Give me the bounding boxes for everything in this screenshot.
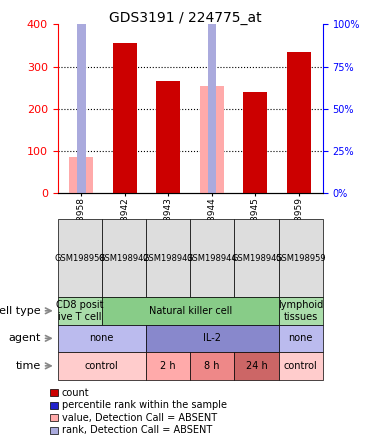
Bar	[243, 92, 267, 193]
Text: GSM198944: GSM198944	[187, 254, 237, 263]
Text: Natural killer cell: Natural killer cell	[148, 306, 232, 316]
Bar	[279, 325, 323, 352]
Bar	[200, 86, 224, 193]
Text: 8 h: 8 h	[204, 361, 220, 371]
Text: GSM198943: GSM198943	[143, 254, 193, 263]
Text: control: control	[85, 361, 119, 371]
Bar	[58, 219, 102, 297]
Text: none: none	[289, 333, 313, 343]
Text: lymphoid
tissues: lymphoid tissues	[278, 300, 323, 321]
Bar	[69, 157, 93, 193]
Text: GSM198959: GSM198959	[275, 254, 326, 263]
Bar	[50, 389, 58, 396]
Text: GSM198945: GSM198945	[231, 254, 282, 263]
Text: value, Detection Call = ABSENT: value, Detection Call = ABSENT	[62, 413, 217, 423]
Text: percentile rank within the sample: percentile rank within the sample	[62, 400, 227, 410]
Bar	[102, 219, 146, 297]
Bar	[279, 352, 323, 380]
Bar	[190, 352, 234, 380]
Text: control: control	[284, 361, 318, 371]
Bar	[58, 325, 146, 352]
Bar	[287, 52, 311, 193]
Text: IL-2: IL-2	[203, 333, 221, 343]
Bar	[77, 0, 86, 193]
Bar	[190, 219, 234, 297]
Bar	[279, 297, 323, 325]
Bar	[50, 402, 58, 409]
Bar	[58, 297, 102, 325]
Bar	[146, 219, 190, 297]
Text: cell type: cell type	[0, 306, 41, 316]
Bar	[208, 0, 216, 193]
Bar	[113, 44, 137, 193]
Text: CD8 posit
ive T cell: CD8 posit ive T cell	[56, 300, 104, 321]
Text: GDS3191 / 224775_at: GDS3191 / 224775_at	[109, 11, 262, 25]
Text: GSM198942: GSM198942	[99, 254, 149, 263]
Bar	[50, 427, 58, 434]
Text: rank, Detection Call = ABSENT: rank, Detection Call = ABSENT	[62, 425, 212, 435]
Bar	[146, 325, 279, 352]
Bar	[146, 352, 190, 380]
Text: 24 h: 24 h	[246, 361, 267, 371]
Bar	[234, 352, 279, 380]
Bar	[157, 81, 180, 193]
Bar	[102, 297, 279, 325]
Text: count: count	[62, 388, 89, 398]
Text: none: none	[89, 333, 114, 343]
Text: agent: agent	[9, 333, 41, 343]
Bar	[234, 219, 279, 297]
Text: 2 h: 2 h	[160, 361, 176, 371]
Text: time: time	[16, 361, 41, 371]
Bar	[50, 414, 58, 421]
Text: GSM198958: GSM198958	[54, 254, 105, 263]
Bar	[58, 352, 146, 380]
Bar	[279, 219, 323, 297]
